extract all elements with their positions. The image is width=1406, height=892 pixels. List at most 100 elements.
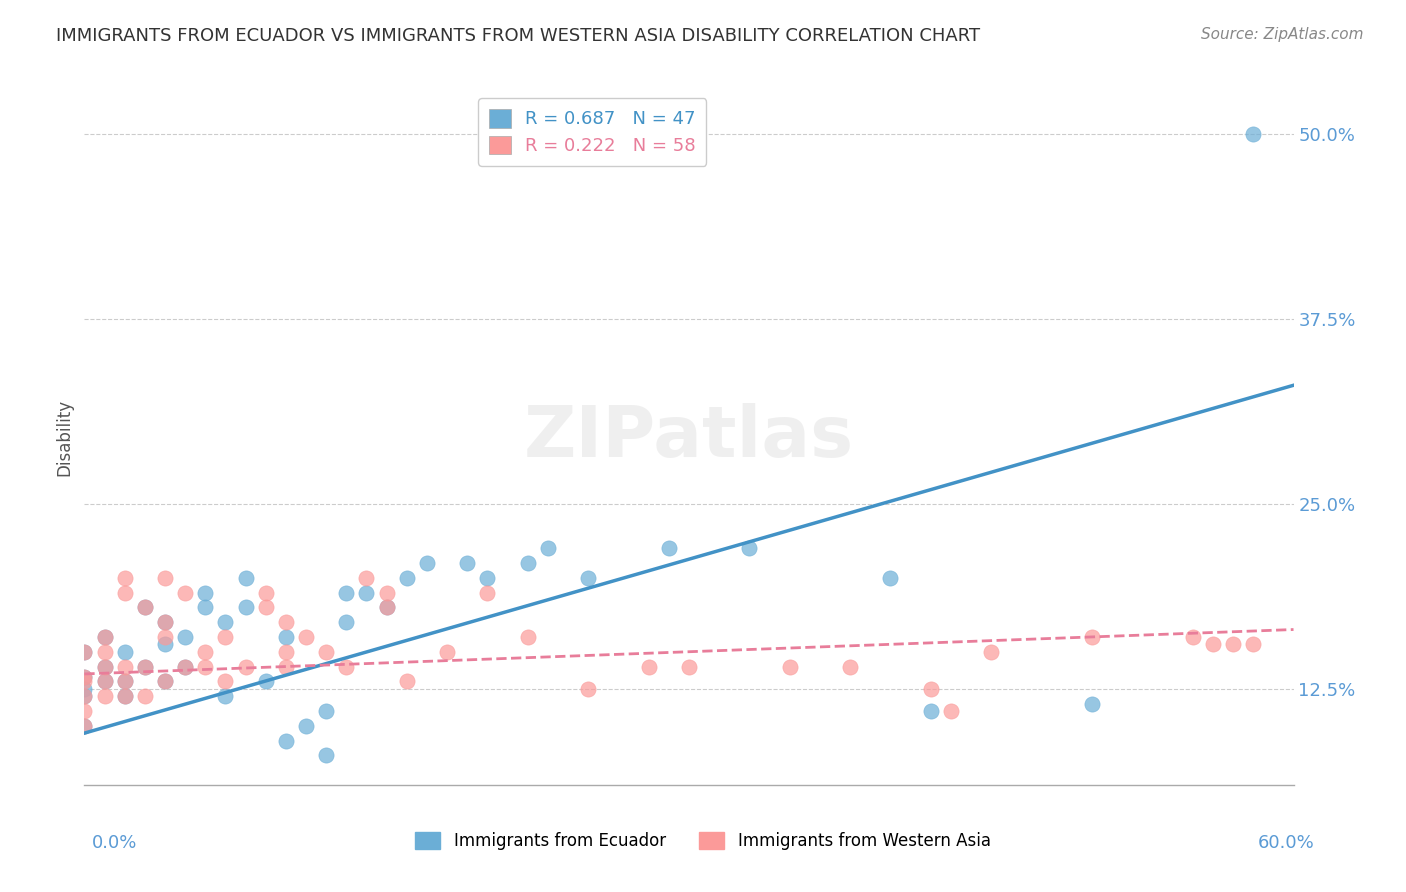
Point — [73, 719, 96, 733]
Point — [1081, 697, 1104, 711]
Point — [416, 556, 439, 570]
Text: 60.0%: 60.0% — [1258, 834, 1315, 852]
Point — [335, 615, 357, 629]
Point — [274, 659, 297, 673]
Point — [274, 630, 297, 644]
Point — [274, 615, 297, 629]
Point — [194, 600, 217, 615]
Point — [153, 674, 176, 689]
Point — [73, 670, 96, 684]
Point — [395, 674, 418, 689]
Point — [456, 556, 478, 570]
Point — [375, 585, 398, 599]
Point — [879, 571, 901, 585]
Point — [174, 630, 197, 644]
Point — [315, 748, 337, 763]
Point — [73, 719, 96, 733]
Point — [1222, 637, 1244, 651]
Point — [134, 689, 156, 703]
Point — [134, 659, 156, 673]
Point — [93, 674, 115, 689]
Point — [93, 674, 115, 689]
Point — [114, 674, 136, 689]
Point — [235, 659, 257, 673]
Text: IMMIGRANTS FROM ECUADOR VS IMMIGRANTS FROM WESTERN ASIA DISABILITY CORRELATION C: IMMIGRANTS FROM ECUADOR VS IMMIGRANTS FR… — [56, 27, 980, 45]
Point — [516, 630, 538, 644]
Point — [477, 571, 499, 585]
Point — [73, 670, 96, 684]
Point — [477, 585, 499, 599]
Point — [93, 630, 115, 644]
Point — [73, 645, 96, 659]
Text: 0.0%: 0.0% — [91, 834, 136, 852]
Point — [174, 585, 197, 599]
Point — [134, 600, 156, 615]
Point — [576, 681, 599, 696]
Point — [134, 600, 156, 615]
Point — [658, 541, 681, 555]
Point — [93, 659, 115, 673]
Point — [73, 674, 96, 689]
Legend: Immigrants from Ecuador, Immigrants from Western Asia: Immigrants from Ecuador, Immigrants from… — [409, 825, 997, 857]
Point — [93, 630, 115, 644]
Point — [174, 659, 197, 673]
Point — [1241, 127, 1264, 141]
Point — [1081, 630, 1104, 644]
Point — [920, 681, 942, 696]
Point — [295, 719, 318, 733]
Point — [93, 659, 115, 673]
Legend: R = 0.687   N = 47, R = 0.222   N = 58: R = 0.687 N = 47, R = 0.222 N = 58 — [478, 98, 706, 166]
Point — [114, 674, 136, 689]
Point — [274, 733, 297, 747]
Point — [214, 674, 236, 689]
Point — [153, 630, 176, 644]
Point — [254, 600, 277, 615]
Point — [114, 689, 136, 703]
Point — [356, 571, 378, 585]
Point — [315, 645, 337, 659]
Point — [939, 704, 962, 718]
Point — [194, 645, 217, 659]
Point — [114, 571, 136, 585]
Point — [738, 541, 761, 555]
Point — [73, 645, 96, 659]
Point — [93, 645, 115, 659]
Point — [73, 689, 96, 703]
Point — [295, 630, 318, 644]
Point — [980, 645, 1002, 659]
Point — [356, 585, 378, 599]
Point — [335, 659, 357, 673]
Point — [576, 571, 599, 585]
Point — [114, 689, 136, 703]
Point — [114, 585, 136, 599]
Point — [235, 600, 257, 615]
Point — [194, 585, 217, 599]
Point — [395, 571, 418, 585]
Point — [375, 600, 398, 615]
Point — [73, 689, 96, 703]
Point — [174, 659, 197, 673]
Point — [214, 689, 236, 703]
Point — [1181, 630, 1204, 644]
Point — [153, 571, 176, 585]
Point — [315, 704, 337, 718]
Point — [637, 659, 659, 673]
Point — [436, 645, 458, 659]
Point — [335, 585, 357, 599]
Point — [920, 704, 942, 718]
Point — [153, 615, 176, 629]
Point — [114, 645, 136, 659]
Point — [73, 681, 96, 696]
Point — [516, 556, 538, 570]
Point — [214, 615, 236, 629]
Point — [1202, 637, 1225, 651]
Point — [779, 659, 801, 673]
Point — [153, 615, 176, 629]
Point — [153, 637, 176, 651]
Point — [153, 674, 176, 689]
Point — [537, 541, 560, 555]
Point — [254, 674, 277, 689]
Point — [375, 600, 398, 615]
Text: ZIPatlas: ZIPatlas — [524, 402, 853, 472]
Point — [274, 645, 297, 659]
